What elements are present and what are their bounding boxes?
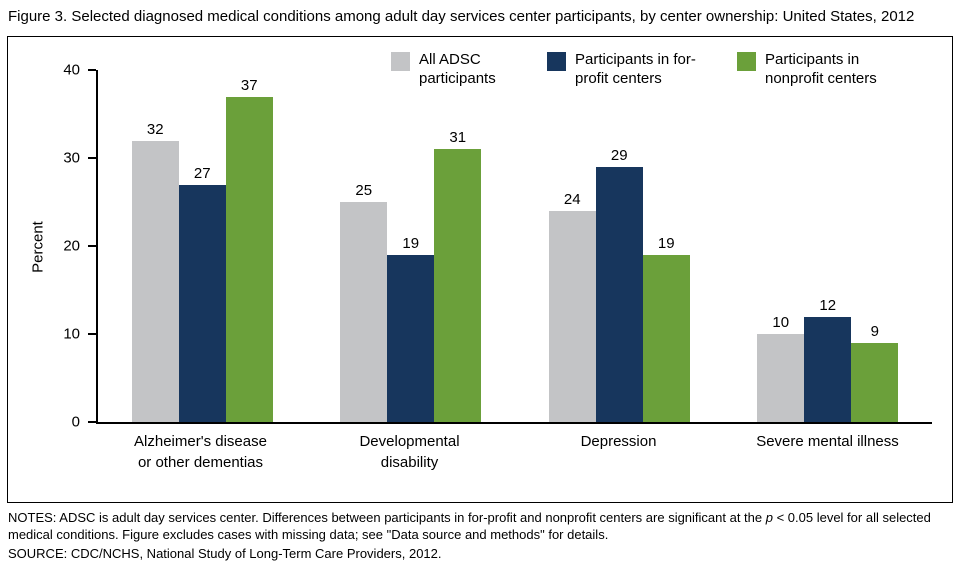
bar-group: 24 29 19 (515, 70, 724, 423)
bar-slot: 19 (387, 70, 435, 423)
bar-value-label: 9 (870, 323, 879, 341)
legend-swatch (391, 52, 410, 72)
category-labels: Alzheimer's disease or other dementias De… (96, 432, 932, 473)
y-axis-ticks: 0 10 20 30 40 (63, 63, 932, 430)
legend-item: Participants in for-profit centers (547, 51, 701, 89)
legend-item: All ADSC participants (391, 51, 511, 89)
bar-slot: 24 (548, 70, 596, 423)
legend-label: Participants in for-profit centers (575, 51, 696, 87)
y-tick-label: 0 (71, 413, 80, 431)
category-label: Severe mental illness (756, 433, 899, 451)
bar (225, 96, 273, 423)
source-text: SOURCE: CDC/NCHS, National Study of Long… (8, 546, 442, 562)
category-label: Alzheimer's disease or other dementias (134, 433, 267, 471)
notes-part2: < 0.05 level for all selected medical co… (8, 510, 931, 543)
bar-slot: 12 (804, 70, 852, 423)
bar (434, 149, 482, 423)
bar (595, 167, 643, 423)
bar-slot: 32 (131, 70, 179, 423)
bar (548, 211, 596, 423)
figure-title: Figure 3. Selected diagnosed medical con… (8, 8, 915, 25)
bar-value-label: 25 (355, 182, 373, 200)
bar-slot: 29 (595, 70, 643, 423)
bar (804, 316, 852, 423)
bar-value-label: 31 (449, 129, 467, 147)
y-tick-label: 10 (63, 325, 80, 343)
y-tick-mark (88, 157, 96, 160)
notes-part1: NOTES: ADSC is adult day services center… (8, 510, 766, 526)
bar (131, 140, 179, 423)
plot-area: 0 10 20 30 40 32 27 37 25 19 31 24 29 19 10 12 9 (63, 63, 933, 430)
bar-slot: 37 (225, 70, 273, 423)
bar-value-label: 29 (610, 147, 628, 165)
bar-slot: 9 (851, 70, 899, 423)
bar-slot: 10 (757, 70, 805, 423)
bar-slot: 27 (178, 70, 226, 423)
bar (642, 255, 690, 423)
bar-value-label: 12 (819, 296, 837, 314)
legend-label: All ADSC participants (419, 51, 496, 87)
bar-value-label: 32 (146, 120, 164, 138)
bar-group: 10 12 9 (724, 70, 933, 423)
y-tick-label: 30 (63, 149, 80, 167)
notes-text: NOTES: ADSC is adult day services center… (8, 510, 952, 544)
bar-value-label: 19 (657, 235, 675, 253)
bar-group: 32 27 37 (98, 70, 307, 423)
bar-slot: 19 (642, 70, 690, 423)
y-tick-mark (88, 421, 96, 424)
chart-frame: All ADSC participants Participants in for… (7, 36, 953, 504)
bar-slot: 31 (434, 70, 482, 423)
y-tick-mark (88, 245, 96, 248)
bar-slot: 25 (340, 70, 388, 423)
bar (340, 202, 388, 423)
bar-value-label: 27 (193, 164, 211, 182)
figure-page: Figure 3. Selected diagnosed medical con… (0, 7, 960, 563)
bar-groups: 32 27 37 25 19 31 24 29 19 10 12 9 (98, 70, 933, 423)
legend-swatch (547, 52, 566, 72)
legend-item: Participants in nonprofit centers (737, 51, 891, 89)
bar (757, 334, 805, 423)
category-label: Developmental disability (359, 433, 460, 471)
y-tick-mark (88, 69, 96, 72)
bar-value-label: 19 (402, 235, 420, 253)
bar (178, 184, 226, 423)
y-tick-label: 20 (63, 237, 80, 255)
notes-italic-p: p (765, 510, 773, 526)
legend-swatch (737, 52, 756, 72)
bar-value-label: 24 (563, 191, 581, 209)
bar-group: 25 19 31 (307, 70, 516, 423)
bar (387, 255, 435, 423)
legend-label: Participants in nonprofit centers (765, 51, 877, 87)
y-tick-label: 40 (63, 61, 80, 79)
category-label: Depression (580, 433, 657, 451)
y-tick-mark (88, 333, 96, 336)
bar-value-label: 37 (240, 76, 258, 94)
bar-value-label: 10 (772, 314, 790, 332)
legend: All ADSC participants Participants in for… (391, 51, 891, 89)
bar (851, 343, 899, 423)
